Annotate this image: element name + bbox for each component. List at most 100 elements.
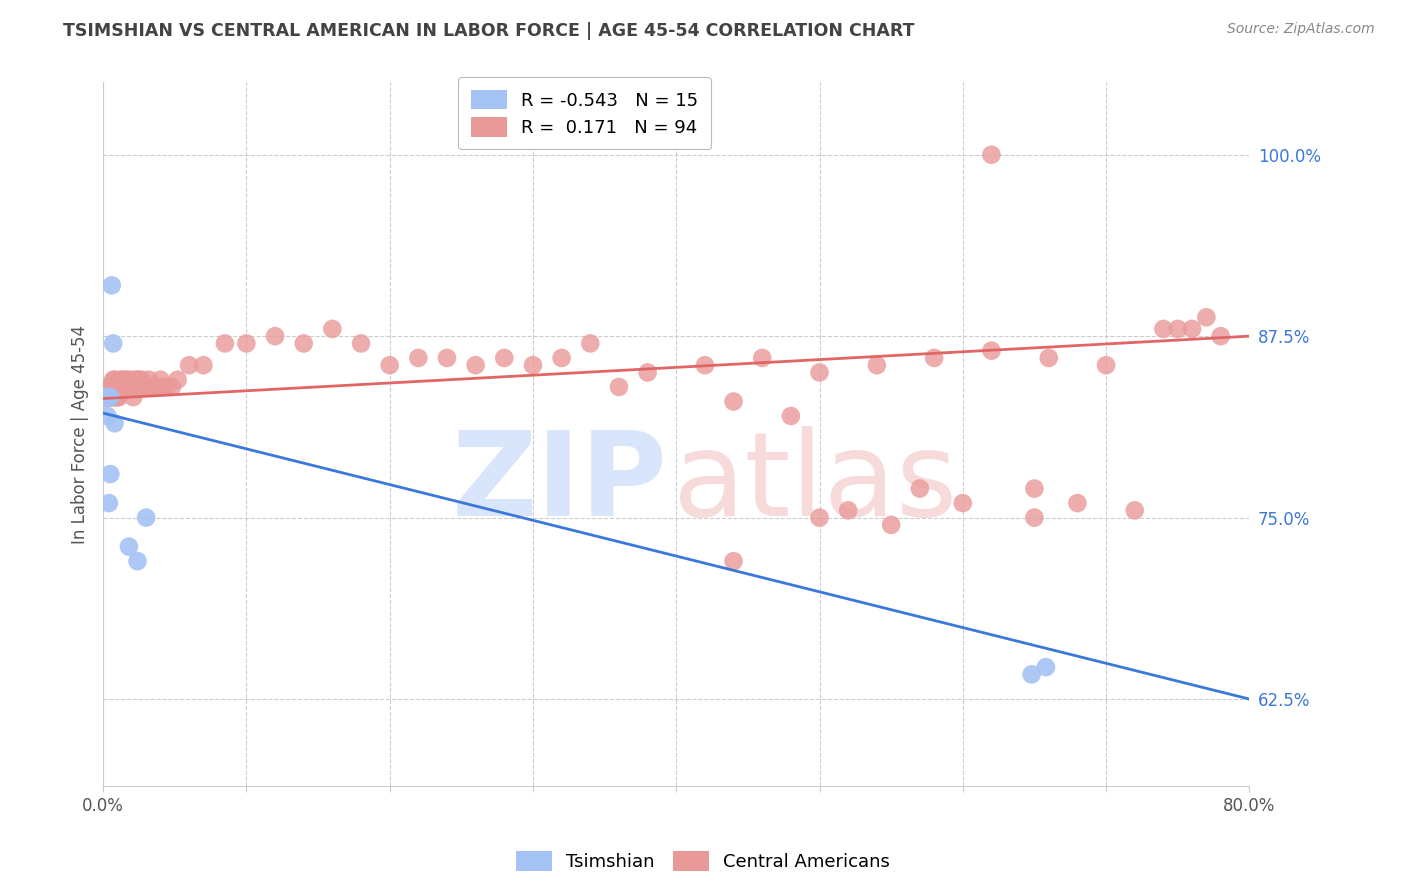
Point: [350, 336, 373, 351]
Point: [128, 373, 150, 387]
Point: [98, 390, 121, 404]
Point: [160, 380, 183, 394]
Point: [96, 390, 118, 404]
Point: [156, 380, 179, 394]
Point: [980, 147, 1002, 161]
Point: [177, 358, 200, 372]
Point: [97, 390, 120, 404]
Y-axis label: In Labor Force | Age 45-54: In Labor Force | Age 45-54: [72, 325, 89, 543]
Point: [94, 390, 117, 404]
Point: [129, 380, 152, 394]
Point: [112, 380, 135, 394]
Point: [108, 390, 131, 404]
Point: [132, 380, 155, 394]
Point: [146, 380, 169, 394]
Point: [98, 467, 121, 481]
Point: [808, 366, 831, 380]
Point: [100, 380, 122, 394]
Point: [908, 482, 931, 496]
Point: [152, 380, 174, 394]
Point: [637, 366, 659, 380]
Point: [124, 373, 146, 387]
Point: [98, 390, 121, 404]
Point: [214, 336, 236, 351]
Point: [494, 351, 516, 365]
Legend: Tsimshian, Central Americans: Tsimshian, Central Americans: [509, 844, 897, 879]
Point: [100, 278, 122, 293]
Point: [117, 373, 139, 387]
Point: [1181, 322, 1204, 336]
Point: [96, 390, 118, 404]
Point: [321, 322, 343, 336]
Point: [127, 373, 149, 387]
Point: [131, 373, 153, 387]
Point: [1152, 322, 1174, 336]
Point: [779, 409, 801, 423]
Point: [114, 373, 136, 387]
Point: [952, 496, 974, 510]
Point: [1209, 329, 1232, 343]
Point: [118, 380, 141, 394]
Point: [98, 380, 121, 394]
Text: atlas: atlas: [673, 425, 957, 541]
Point: [96, 390, 118, 404]
Point: [436, 351, 458, 365]
Point: [866, 358, 889, 372]
Point: [135, 510, 157, 524]
Point: [101, 336, 124, 351]
Point: [101, 373, 124, 387]
Point: [550, 351, 572, 365]
Point: [166, 373, 188, 387]
Point: [107, 390, 129, 404]
Point: [1038, 351, 1060, 365]
Point: [115, 380, 138, 394]
Point: [118, 540, 141, 554]
Point: [138, 373, 160, 387]
Point: [104, 390, 127, 404]
Point: [1021, 667, 1043, 681]
Point: [97, 390, 120, 404]
Point: [1024, 510, 1046, 524]
Point: [141, 380, 163, 394]
Point: [122, 390, 145, 404]
Point: [143, 380, 166, 394]
Point: [97, 390, 120, 404]
Point: [193, 358, 215, 372]
Point: [127, 554, 149, 568]
Point: [378, 358, 401, 372]
Point: [94, 390, 117, 404]
Point: [96, 409, 118, 423]
Point: [522, 358, 544, 372]
Point: [1195, 310, 1218, 325]
Point: [104, 373, 127, 387]
Text: Source: ZipAtlas.com: Source: ZipAtlas.com: [1227, 22, 1375, 37]
Point: [100, 390, 122, 404]
Point: [808, 510, 831, 524]
Point: [101, 390, 124, 404]
Point: [1123, 503, 1146, 517]
Point: [107, 380, 129, 394]
Point: [149, 373, 172, 387]
Point: [97, 496, 120, 510]
Point: [408, 351, 430, 365]
Point: [1035, 660, 1057, 674]
Legend: R = -0.543   N = 15, R =  0.171   N = 94: R = -0.543 N = 15, R = 0.171 N = 94: [458, 77, 711, 149]
Point: [980, 343, 1002, 358]
Point: [105, 390, 128, 404]
Point: [264, 329, 287, 343]
Point: [723, 394, 745, 409]
Text: TSIMSHIAN VS CENTRAL AMERICAN IN LABOR FORCE | AGE 45-54 CORRELATION CHART: TSIMSHIAN VS CENTRAL AMERICAN IN LABOR F…: [63, 22, 915, 40]
Point: [751, 351, 773, 365]
Point: [1066, 496, 1088, 510]
Point: [837, 503, 859, 517]
Point: [96, 390, 118, 404]
Point: [693, 358, 716, 372]
Point: [97, 380, 120, 394]
Point: [607, 380, 630, 394]
Point: [135, 380, 157, 394]
Point: [1095, 358, 1118, 372]
Point: [105, 380, 128, 394]
Point: [579, 336, 602, 351]
Point: [120, 373, 142, 387]
Point: [125, 380, 148, 394]
